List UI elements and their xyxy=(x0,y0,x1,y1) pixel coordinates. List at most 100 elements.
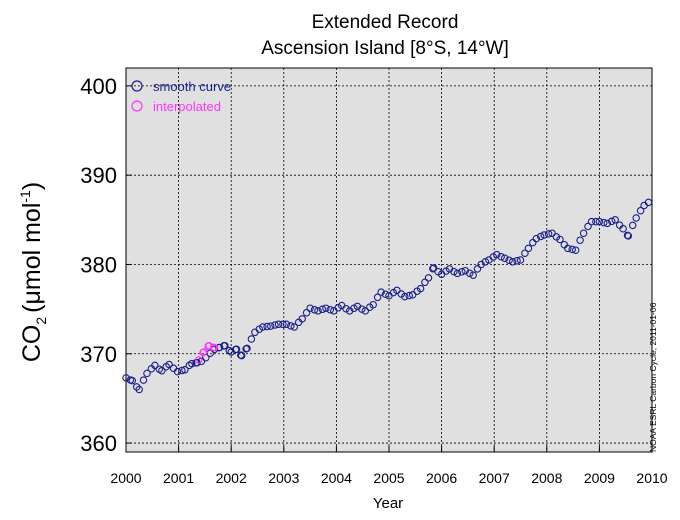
y-axis-label-unit: (μmol mol xyxy=(18,203,46,313)
smooth-curve-point xyxy=(314,307,322,315)
smooth-curve-point xyxy=(361,307,370,315)
smooth-curve-point xyxy=(237,351,246,360)
legend-label-smooth: smooth curve xyxy=(153,79,231,94)
x-axis-label: Year xyxy=(373,495,403,512)
smooth-curve-point xyxy=(571,246,580,254)
smooth-curve-point xyxy=(564,244,572,253)
smooth-curve-point xyxy=(453,269,462,278)
legend-label-interpolated: interpolated xyxy=(153,99,221,114)
smooth-curve-point xyxy=(282,320,291,329)
y-axis-label-co: CO xyxy=(18,325,46,363)
smooth-curve-point xyxy=(188,359,196,368)
smooth-curve-point xyxy=(644,198,653,207)
x-tick-label: 2004 xyxy=(321,470,352,486)
interpolated-point xyxy=(200,348,208,356)
y-tick-label: 390 xyxy=(80,163,117,188)
smooth-curve-point xyxy=(151,361,159,370)
smooth-curve-point xyxy=(421,278,429,287)
smooth-curve-point xyxy=(632,214,640,222)
smooth-curve-point xyxy=(429,264,438,272)
y-tick-label: 400 xyxy=(80,74,117,99)
x-tick-label: 2002 xyxy=(216,470,247,486)
smooth-curve-point xyxy=(513,256,521,265)
smooth-curve-point xyxy=(310,306,319,314)
smooth-curve-point xyxy=(306,304,314,312)
x-tick-label: 2007 xyxy=(479,470,510,486)
interpolated-point xyxy=(205,341,213,350)
smooth-curve-point xyxy=(636,206,645,215)
gridlines xyxy=(126,68,652,452)
smooth-curve-point xyxy=(521,249,529,257)
smooth-curve-point xyxy=(128,376,137,385)
smooth-curve-point xyxy=(595,217,604,226)
smooth-curve-point xyxy=(469,271,477,279)
smooth-curve-point xyxy=(584,222,592,231)
smooth-curve-point xyxy=(473,265,482,273)
smooth-curve-point xyxy=(263,322,271,331)
smooth-curve-point xyxy=(266,322,275,330)
y-axis-label-subscript: 2 xyxy=(33,317,49,325)
chart-subtitle: Ascension Island [8°S, 14°W] xyxy=(261,38,509,59)
smooth-curve-point xyxy=(450,267,458,276)
smooth-curve-point xyxy=(158,366,166,375)
smooth-curve-point xyxy=(540,231,548,239)
smooth-curve-point xyxy=(548,229,556,237)
smooth-curve-point xyxy=(592,217,600,226)
smooth-curve-point xyxy=(579,229,588,237)
smooth-curve-point xyxy=(401,292,409,301)
x-tick-label: 2003 xyxy=(268,470,299,486)
smooth-curve-point xyxy=(369,300,377,309)
smooth-curve-point xyxy=(181,366,189,374)
y-tick-label: 380 xyxy=(80,252,117,277)
smooth-curve-point xyxy=(143,369,151,378)
smooth-curve-point xyxy=(373,293,382,302)
smooth-curve-point xyxy=(536,232,545,241)
x-tick-label: 2005 xyxy=(373,470,404,486)
x-tick-label: 2006 xyxy=(426,470,457,486)
smooth-curve-point xyxy=(416,284,425,293)
smooth-curve-point xyxy=(628,221,637,230)
smooth-curve-point xyxy=(600,218,608,227)
smooth-curve-point xyxy=(287,322,295,330)
smooth-curve-point xyxy=(424,274,433,282)
interpolated-point xyxy=(210,343,219,352)
smooth-curve-point xyxy=(135,385,143,394)
smooth-curve-point xyxy=(508,258,517,266)
smooth-curve-point xyxy=(576,236,584,244)
smooth-curve-point xyxy=(259,323,267,331)
smooth-curve-point xyxy=(298,315,306,323)
smooth-curve-point xyxy=(271,321,279,329)
y-axis-label-close: ) xyxy=(18,182,46,190)
smooth-curve-point xyxy=(274,320,283,329)
smooth-curve-point xyxy=(247,335,256,343)
smooth-curve-point xyxy=(232,345,241,354)
smooth-curve-point xyxy=(408,291,417,299)
smooth-curve-point xyxy=(500,254,509,262)
smooth-curve-point xyxy=(243,344,251,353)
smooth-curve-point xyxy=(393,286,401,295)
smooth-curve-point xyxy=(524,244,533,253)
smooth-curve-point xyxy=(493,250,501,259)
y-tick-label: 360 xyxy=(80,431,117,456)
legend-marker-smooth xyxy=(131,80,143,92)
smooth-curve-point xyxy=(556,235,564,244)
chart-title: Extended Record xyxy=(312,12,459,33)
smooth-curve-point xyxy=(497,252,505,261)
x-tick-label: 2001 xyxy=(163,470,194,486)
smooth-curve-point xyxy=(481,258,490,266)
legend-marker-interpolated xyxy=(131,100,143,112)
smooth-curve-point xyxy=(377,288,385,296)
legend: smooth curve interpolated xyxy=(131,79,231,114)
credit-text: NOAA ESRL Carbon Cycle, 2011-01-06 xyxy=(648,302,658,452)
smooth-curve-point xyxy=(318,305,327,314)
x-tick-label: 2008 xyxy=(531,470,562,486)
smooth-curve-point xyxy=(619,224,627,233)
smooth-curve-point xyxy=(173,367,182,376)
smooth-curve-point xyxy=(624,232,633,240)
smooth-curve-point xyxy=(568,245,576,254)
smooth-curve-point xyxy=(122,374,130,382)
interpolated-point xyxy=(194,356,203,364)
smooth-curve-point xyxy=(221,341,229,350)
x-tick-label: 2000 xyxy=(110,470,141,486)
